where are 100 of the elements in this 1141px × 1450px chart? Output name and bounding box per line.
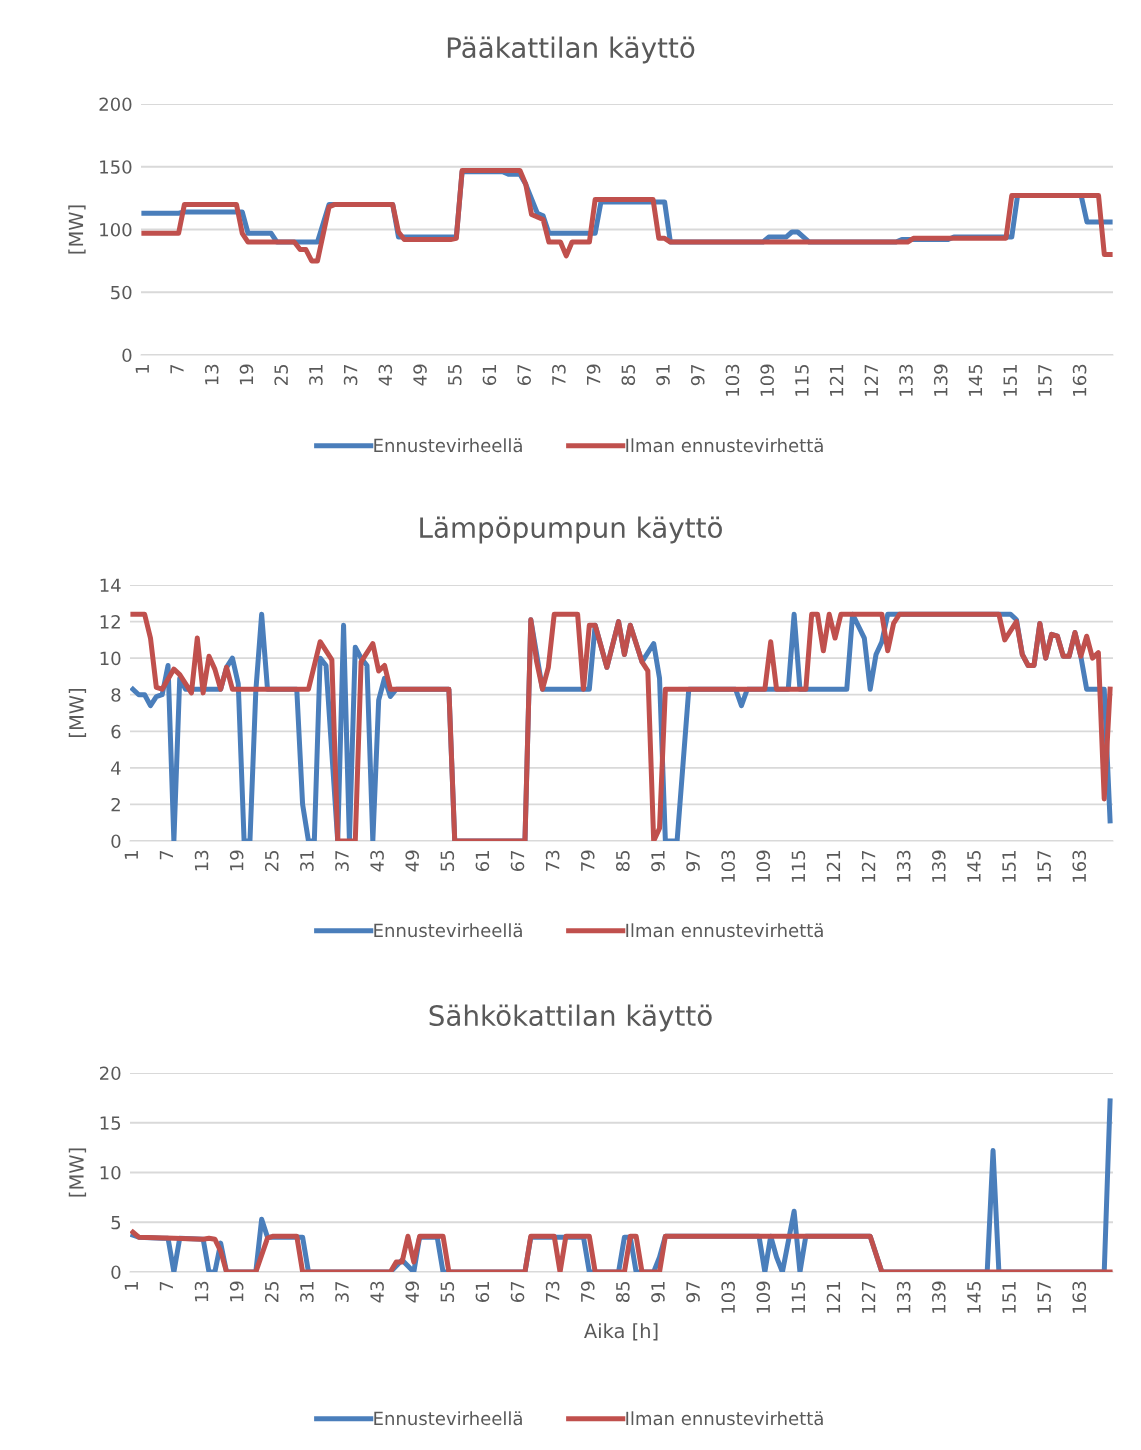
x-tick-label: 37 <box>343 364 358 385</box>
x-tick-label: 7 <box>159 1281 174 1291</box>
x-tick-label: 79 <box>586 364 601 385</box>
x-tick-label: 85 <box>621 364 636 386</box>
y-tick-label: 200 <box>99 97 132 112</box>
x-tick-label: 109 <box>756 850 771 882</box>
x-tick-label: 73 <box>545 850 560 871</box>
y-tick-label: 5 <box>111 1215 121 1230</box>
y-tick-label: 8 <box>111 688 121 702</box>
x-tick-label: 121 <box>826 1282 841 1313</box>
y-tick-label: 10 <box>100 651 121 666</box>
x-tick-label: 163 <box>1072 364 1087 396</box>
x-tick-label: 115 <box>791 1281 806 1313</box>
x-tick-label: 73 <box>552 364 566 385</box>
y-axis-title: [MW] <box>68 205 86 254</box>
x-tick-label: 163 <box>1072 1281 1087 1313</box>
x-tick-label: 97 <box>690 364 705 386</box>
x-tick-label: 19 <box>229 1281 244 1302</box>
x-tick-label: 103 <box>721 1281 735 1313</box>
y-tick-label: 10 <box>100 1165 121 1180</box>
y-tick-label: 20 <box>100 1066 121 1081</box>
x-tick-label: 127 <box>861 850 876 882</box>
x-tick-label: 1 <box>135 365 149 373</box>
x-tick-label: 157 <box>1037 1281 1051 1313</box>
x-tick-label: 145 <box>968 364 983 396</box>
x-tick-label: 79 <box>580 850 595 871</box>
x-tick-label: 133 <box>896 1281 911 1313</box>
legend-label: Ilman ennustevirhettä <box>626 1411 823 1426</box>
y-tick-label: 2 <box>111 797 120 812</box>
y-tick-label: 14 <box>100 578 121 592</box>
x-tick-label: 145 <box>967 850 981 882</box>
x-tick-label: 7 <box>159 850 174 860</box>
x-tick-label: 49 <box>405 1281 420 1303</box>
x-tick-label: 55 <box>440 850 455 871</box>
x-tick-label: 91 <box>656 365 670 386</box>
x-tick-label: 43 <box>378 364 393 386</box>
y-tick-label: 50 <box>111 285 132 300</box>
y-tick-label: 6 <box>111 724 121 739</box>
x-tick-label: 31 <box>300 851 314 871</box>
x-tick-label: 73 <box>545 1281 560 1302</box>
x-tick-label: 121 <box>829 365 844 396</box>
x-tick-label: 97 <box>686 850 700 872</box>
x-tick-label: 151 <box>1002 851 1016 882</box>
y-tick-label: 0 <box>111 1265 121 1280</box>
y-axis-title: [MW] <box>68 689 87 737</box>
x-tick-label: 25 <box>264 850 279 871</box>
x-tick-label: 13 <box>194 1281 209 1302</box>
x-tick-label: 109 <box>760 364 774 396</box>
x-tick-label: 49 <box>405 850 420 872</box>
x-tick-label: 55 <box>448 364 462 385</box>
x-tick-label: 145 <box>967 1281 981 1313</box>
x-tick-label: 25 <box>274 364 288 385</box>
y-tick-label: 4 <box>111 761 121 775</box>
x-tick-label: 67 <box>517 364 531 386</box>
x-tick-label: 115 <box>791 850 806 882</box>
x-tick-label: 133 <box>896 850 911 882</box>
x-tick-label: 157 <box>1037 850 1051 882</box>
x-tick-label: 85 <box>616 1281 630 1303</box>
legend-label: Ilman ennustevirhettä <box>626 923 823 938</box>
x-tick-label: 13 <box>194 850 209 871</box>
legend-label: Ennustevirheellä <box>374 923 522 938</box>
x-tick-label: 19 <box>239 364 254 385</box>
x-tick-label: 1 <box>124 1282 138 1290</box>
x-tick-label: 31 <box>309 365 323 385</box>
x-tick-label: 37 <box>335 850 349 871</box>
chart-title: Sähkökattilan käyttö <box>429 1004 712 1032</box>
x-tick-label: 7 <box>170 364 184 374</box>
x-tick-label: 151 <box>1002 1282 1016 1313</box>
x-tick-label: 139 <box>931 1281 946 1313</box>
x-axis-title: Aika [h] <box>584 1323 658 1341</box>
x-tick-label: 13 <box>204 364 219 385</box>
y-axis-title: [MW] <box>68 1148 87 1197</box>
x-tick-label: 79 <box>580 1281 595 1302</box>
legend-label: Ilman ennustevirhettä <box>626 438 823 453</box>
x-tick-label: 19 <box>229 850 244 871</box>
x-tick-label: 139 <box>931 850 946 882</box>
x-tick-label: 25 <box>264 1281 279 1302</box>
x-tick-label: 85 <box>616 850 630 872</box>
x-tick-label: 151 <box>1003 365 1017 396</box>
legend-label: Ennustevirheellä <box>374 438 522 453</box>
x-tick-label: 115 <box>795 364 809 396</box>
x-tick-label: 67 <box>510 850 525 872</box>
x-tick-label: 163 <box>1072 850 1087 882</box>
y-tick-label: 150 <box>100 160 132 174</box>
x-tick-label: 139 <box>933 364 948 396</box>
x-tick-label: 103 <box>725 364 740 396</box>
x-tick-label: 61 <box>475 1282 490 1303</box>
x-tick-label: 97 <box>686 1281 700 1303</box>
y-tick-label: 15 <box>100 1116 121 1130</box>
x-tick-label: 1 <box>124 851 138 859</box>
y-tick-label: 0 <box>122 348 132 363</box>
x-tick-label: 43 <box>370 1281 384 1303</box>
y-tick-label: 0 <box>111 834 121 849</box>
x-tick-label: 61 <box>482 365 497 386</box>
x-tick-label: 43 <box>370 850 384 872</box>
chart-title: Lämpöpumpun käyttö <box>420 516 722 544</box>
x-tick-label: 91 <box>651 851 665 872</box>
y-tick-label: 100 <box>100 222 132 237</box>
x-tick-label: 127 <box>864 364 878 396</box>
x-tick-label: 55 <box>440 1281 455 1302</box>
